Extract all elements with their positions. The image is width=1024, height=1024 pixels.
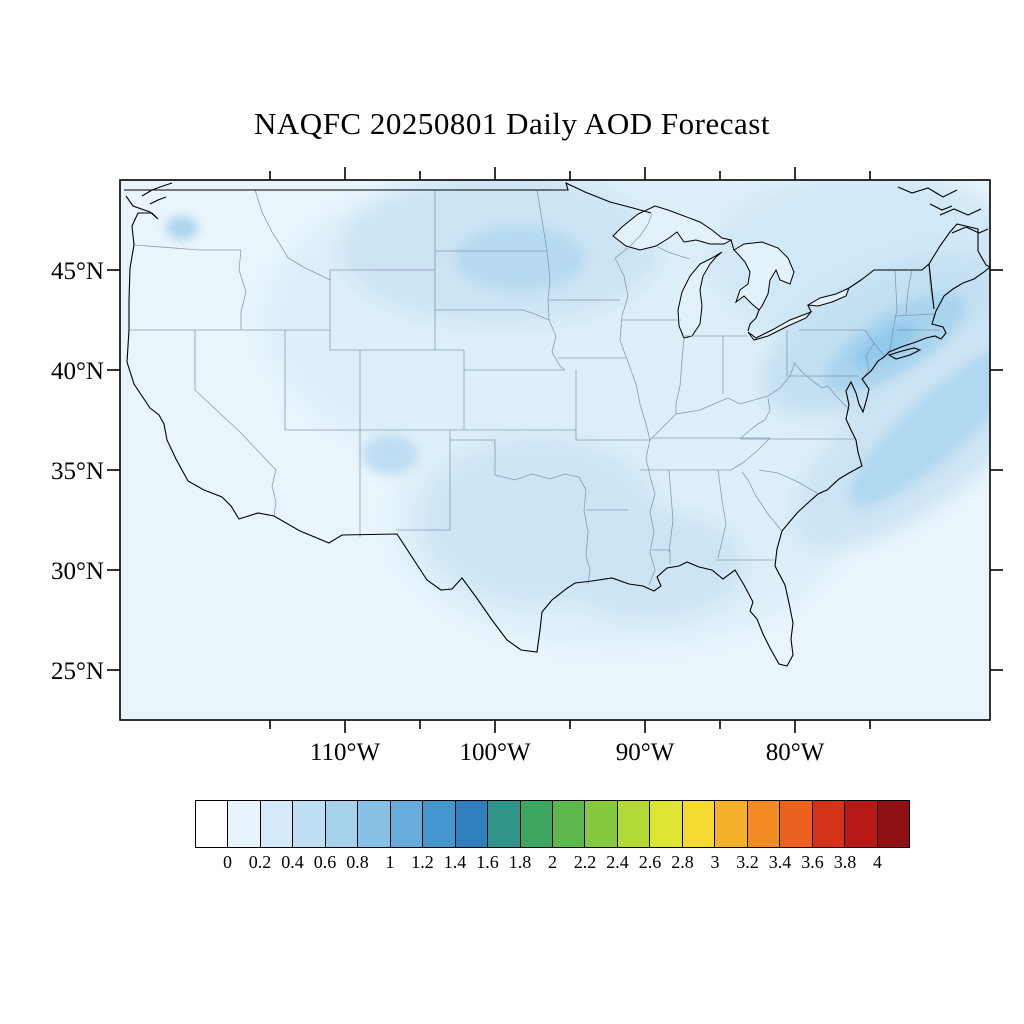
coastline [124, 181, 990, 667]
colorbar-tick-label: 3 [710, 852, 720, 872]
colorbar-cell [293, 801, 326, 847]
lat-axis-label-45n: 45°N [51, 258, 104, 285]
colorbar-tick-label: 0 [223, 852, 232, 872]
lat-axis-label-40n: 40°N [51, 358, 104, 385]
colorbar-cell [747, 801, 781, 847]
colorbar-cell [617, 801, 651, 847]
colorbar-cell [455, 801, 489, 847]
colorbar-tick-label: 2 [548, 852, 557, 872]
colorbar-tick-label: 3.4 [768, 852, 792, 872]
colorbar-tick-label: 3.2 [736, 852, 759, 872]
colorbar-cell [682, 801, 716, 847]
colorbar-tick-label: 1.4 [443, 852, 467, 872]
colorbar-cell [845, 801, 878, 847]
lat-axis-label-35n: 35°N [51, 458, 104, 485]
colorbar-cell [552, 801, 586, 847]
colorbar-tick-label: 2.2 [573, 852, 597, 872]
colorbar-cell [650, 801, 683, 847]
colorbar-tick-label: 1 [385, 852, 395, 872]
colorbar-tick-label: 2.4 [606, 852, 629, 872]
lat-axis-label-30n: 30°N [51, 558, 104, 585]
aod-field [120, 180, 990, 720]
colorbar-cell [520, 801, 553, 847]
colorbar-tick-label: 0.2 [248, 852, 272, 872]
colorbar-tick-label: 1.6 [476, 852, 499, 872]
colorbar-cell [260, 801, 294, 847]
colorbar-cell [488, 801, 521, 847]
lat-axis-label-25n: 25°N [51, 658, 104, 685]
colorbar-tick-label: 0.4 [281, 852, 304, 872]
colorbar-tick-label: 2.8 [671, 852, 694, 872]
colorbar-tick-label: 1.2 [411, 852, 434, 872]
colorbar-cell [423, 801, 456, 847]
lon-axis-label-110w: 110°W [310, 739, 381, 766]
lon-axis-label-90w: 90°W [616, 739, 675, 766]
colorbar-tick-label: 0.6 [313, 852, 337, 872]
colorbar-tick-label: 4 [873, 852, 882, 872]
map-frame [119, 179, 991, 721]
colorbar-cell [196, 801, 229, 847]
great-lakes [612, 205, 850, 341]
colorbar-cell [585, 801, 618, 847]
colorbar [195, 800, 910, 848]
colorbar-cell [715, 801, 748, 847]
colorbar-tick-label: 1.8 [508, 852, 532, 872]
colorbar-cell [390, 801, 424, 847]
colorbar-cell [228, 801, 261, 847]
lon-axis-label-100w: 100°W [459, 739, 530, 766]
colorbar-tick-label: 3.6 [801, 852, 824, 872]
axis-ticks [107, 167, 1003, 733]
colorbar-cell [325, 801, 359, 847]
lon-axis-label-80w: 80°W [766, 739, 825, 766]
colorbar-tick-label: 2.6 [638, 852, 662, 872]
state-borders [129, 189, 940, 586]
colorbar-tick-label: 3.8 [833, 852, 857, 872]
colorbar-cell [877, 801, 909, 847]
colorbar-cell [358, 801, 391, 847]
colorbar-labels: 0 0.2 0.4 0.6 0.8 1 1.2 1.4 1.6 1.8 2 2.2 2.4 2.6 2.8 3… [195, 852, 910, 878]
colorbar-tick-label: 0.8 [346, 852, 369, 872]
colorbar-cell [780, 801, 813, 847]
figure-title: NAQFC 20250801 Daily AOD Forecast [254, 106, 770, 141]
colorbar-cell [812, 801, 846, 847]
